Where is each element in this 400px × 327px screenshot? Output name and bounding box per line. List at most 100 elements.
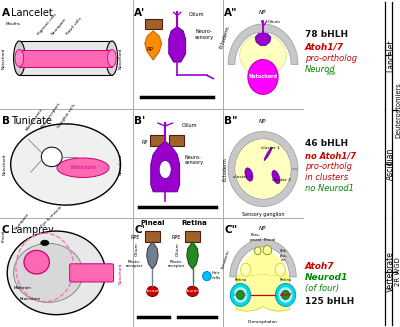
Ellipse shape	[240, 35, 286, 76]
Text: B': B'	[134, 116, 146, 126]
Text: Ectoderm: Ectoderm	[220, 250, 230, 270]
Text: Deuterostomiers: Deuterostomiers	[395, 82, 400, 138]
Text: C': C'	[134, 225, 145, 235]
FancyBboxPatch shape	[150, 135, 165, 146]
Text: Atoh7: Atoh7	[305, 262, 334, 271]
Ellipse shape	[11, 124, 120, 205]
Text: Pineal: Pineal	[140, 220, 165, 226]
Text: 125 bHLH: 125 bHLH	[305, 297, 354, 306]
Text: Notochord: Notochord	[119, 262, 123, 284]
Text: Midbrain: Midbrain	[14, 286, 32, 290]
Text: Photoreceptors: Photoreceptors	[40, 101, 61, 129]
Text: pro-ortholog: pro-ortholog	[305, 54, 357, 63]
Text: RP: RP	[141, 140, 148, 145]
Text: Cilium: Cilium	[182, 123, 198, 128]
Text: like: like	[327, 71, 337, 76]
Text: RP: RP	[146, 47, 153, 52]
Text: 78 bHLH: 78 bHLH	[305, 30, 348, 39]
Ellipse shape	[241, 263, 251, 276]
Polygon shape	[230, 239, 296, 277]
Circle shape	[279, 287, 292, 303]
Text: Notochord: Notochord	[119, 154, 123, 175]
Text: Retina: Retina	[182, 220, 207, 226]
Ellipse shape	[108, 50, 116, 67]
Text: Mouths: Mouths	[6, 22, 21, 26]
Ellipse shape	[275, 263, 285, 276]
Text: Neuropore: Neuropore	[50, 17, 68, 36]
Text: Neuron: Neuron	[185, 289, 200, 293]
FancyBboxPatch shape	[169, 135, 184, 146]
Text: Lancelet: Lancelet	[11, 8, 53, 18]
Text: Notochord: Notochord	[1, 47, 5, 69]
Text: Atoh7: Atoh7	[279, 293, 292, 297]
Text: Cilium: Cilium	[176, 242, 180, 255]
Text: Pigment cells: Pigment cells	[37, 12, 57, 36]
Text: NP: NP	[259, 226, 267, 231]
Ellipse shape	[14, 41, 25, 75]
Text: Notochord: Notochord	[70, 165, 96, 170]
Text: B: B	[2, 116, 10, 126]
Text: Tunicate: Tunicate	[11, 116, 52, 126]
Text: Neuro-
sensory: Neuro- sensory	[184, 155, 204, 165]
FancyBboxPatch shape	[19, 50, 112, 67]
Text: Vertebrate: Vertebrate	[386, 251, 395, 292]
Text: A: A	[2, 8, 10, 18]
Circle shape	[276, 284, 296, 306]
Text: Cilium: Cilium	[135, 242, 139, 255]
Polygon shape	[145, 31, 162, 60]
Circle shape	[248, 60, 278, 94]
Text: no Atoh1/7: no Atoh1/7	[305, 151, 356, 161]
Text: Ganglion cells: Ganglion cells	[56, 103, 76, 129]
Text: in clusters: in clusters	[305, 173, 348, 182]
Text: Ectoderm: Ectoderm	[222, 157, 228, 181]
Circle shape	[230, 284, 250, 306]
Polygon shape	[169, 27, 186, 62]
Circle shape	[234, 287, 248, 303]
Text: no Neurod1: no Neurod1	[305, 183, 354, 193]
FancyBboxPatch shape	[145, 232, 160, 242]
FancyBboxPatch shape	[185, 232, 200, 242]
Polygon shape	[187, 242, 198, 269]
Polygon shape	[245, 168, 253, 181]
Text: Tele-
pha-
lon: Tele- pha- lon	[279, 249, 287, 262]
Text: RPE: RPE	[131, 235, 140, 240]
Text: C: C	[2, 225, 10, 235]
Text: Lamprey: Lamprey	[11, 225, 54, 235]
Text: RPE: RPE	[172, 235, 181, 240]
Text: Cilium: Cilium	[189, 12, 205, 17]
Text: Pineal: Pineal	[263, 238, 276, 242]
Text: B": B"	[224, 116, 238, 126]
Text: NP: NP	[259, 119, 267, 124]
Polygon shape	[272, 170, 280, 184]
Ellipse shape	[41, 240, 49, 246]
Text: Neuro-
sensory: Neuro- sensory	[195, 29, 214, 40]
Text: pro-ortholg: pro-ortholg	[305, 162, 352, 171]
Text: 2R WGD: 2R WGD	[395, 257, 400, 286]
Text: C": C"	[224, 225, 237, 235]
Text: cluster 1: cluster 1	[261, 146, 280, 149]
Circle shape	[41, 147, 62, 167]
Text: Sensory ganglion: Sensory ganglion	[242, 212, 284, 217]
Ellipse shape	[147, 286, 158, 297]
Text: Brainstem: Brainstem	[19, 297, 40, 301]
Ellipse shape	[202, 271, 211, 281]
Text: 46 bHLH: 46 bHLH	[305, 139, 348, 148]
Text: Notochord: Notochord	[248, 75, 278, 79]
Ellipse shape	[255, 247, 261, 255]
Circle shape	[282, 290, 290, 300]
Circle shape	[236, 290, 244, 300]
Text: Neurod1: Neurod1	[305, 273, 348, 283]
Circle shape	[236, 140, 290, 198]
FancyBboxPatch shape	[70, 264, 114, 282]
FancyBboxPatch shape	[19, 41, 112, 75]
Text: NP: NP	[259, 10, 267, 15]
Ellipse shape	[7, 231, 106, 315]
Ellipse shape	[57, 158, 109, 178]
Text: A": A"	[224, 8, 238, 18]
Text: A': A'	[134, 8, 146, 18]
Text: Atoh1/7: Atoh1/7	[305, 43, 344, 52]
Text: Cilium: Cilium	[268, 20, 281, 24]
Text: (of four): (of four)	[305, 284, 339, 293]
Text: Motoneurons: Motoneurons	[25, 108, 44, 132]
Text: Notochord: Notochord	[119, 47, 123, 69]
